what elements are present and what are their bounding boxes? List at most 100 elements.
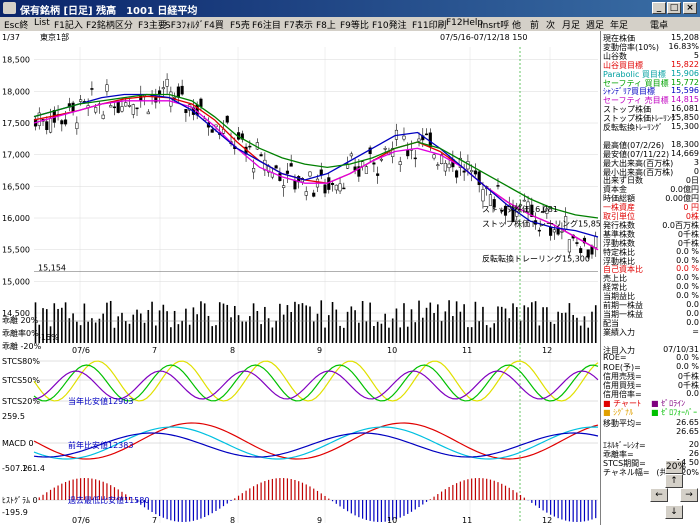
panel-row: 現在株価 15,208 <box>603 33 699 43</box>
panel-key: 当期一株益 <box>603 309 643 319</box>
candle-body <box>376 173 380 176</box>
month-label-top: 7 <box>152 346 157 355</box>
nav-arrow-3[interactable]: → <box>680 488 698 502</box>
panel-value: 0.0 <box>686 389 699 398</box>
panel-value: 0.0 <box>686 308 699 318</box>
menu-item-19[interactable]: 月足 <box>562 21 581 31</box>
candle-body <box>210 129 214 133</box>
ratio-20-label: 乖離 20% <box>2 315 39 325</box>
panel-row: 信用倍率= 0.0 <box>603 389 699 399</box>
panel-key: 特定株比 <box>603 247 635 257</box>
panel-value: 14,815 <box>671 95 699 105</box>
month-label-bottom: 12 <box>542 516 552 525</box>
menu-item-14[interactable]: F12Help <box>446 18 484 28</box>
panel-row: 山谷数 5 <box>603 51 699 61</box>
candle-body <box>330 183 335 185</box>
menu-item-20[interactable]: 週足 <box>586 21 605 31</box>
ratiom20-label: 乖離 -20% <box>2 341 42 351</box>
panel-value: 15,906 <box>671 68 699 78</box>
menu-item-13[interactable]: F11印刷 <box>412 21 447 31</box>
menu-item-10[interactable]: F8上 <box>316 21 336 31</box>
prev-year-low-label: 当年比安値12903 <box>68 396 133 406</box>
candle-body <box>349 153 353 157</box>
menu-item-21[interactable]: 年足 <box>610 21 629 31</box>
panel-key: ｼｬﾝﾃﾞﾘｱ買目標 <box>603 87 655 97</box>
info-panel: 現在株価 15,208 変動倍率(10%) 16.83% 山谷数 5 山谷買目標 15,822… <box>600 31 700 525</box>
menu-item-15[interactable]: Insrt呼 <box>480 21 510 31</box>
nav-arrow-4[interactable]: ↓ <box>665 505 683 519</box>
month-label-top: 07/6 <box>72 346 90 355</box>
maximize-button[interactable]: □ <box>667 2 681 14</box>
menu-item-2[interactable]: F1記入 <box>54 21 83 31</box>
legend-entry: ■ ｼｸﾞﾅﾙ <box>603 407 634 417</box>
panel-value: 0.0 % <box>676 255 699 265</box>
price-tick: 15,000 <box>2 277 30 286</box>
panel-value: 26.65 <box>676 417 699 427</box>
chart-area[interactable]: 1/37 東京1部 07/5/16-07/12/18 150 18,500 18,000… <box>0 31 600 525</box>
candle-body <box>458 157 462 168</box>
panel-row: 業績入力 = <box>603 327 699 337</box>
moving-average-1 <box>33 100 599 251</box>
menu-item-0[interactable]: Esc終 <box>4 21 29 31</box>
panel-key: 最安値(07/11/22) <box>603 149 670 159</box>
menu-item-4[interactable]: F3主要 <box>138 21 167 31</box>
nav-arrow-0[interactable]: 20% <box>665 460 687 474</box>
panel-value: 16,081 <box>671 104 699 114</box>
menu-item-1[interactable]: List <box>34 18 50 28</box>
candle-body <box>579 248 583 254</box>
month-label-bottom: 10 <box>387 516 397 525</box>
candle-body <box>184 109 188 113</box>
panel-key: 経常比 <box>603 283 627 293</box>
candle-body <box>131 104 135 115</box>
candle-body <box>48 117 53 133</box>
menu-item-11[interactable]: F9等比 <box>340 21 369 31</box>
menu-item-5[interactable]: SF3ﾌｫﾙﾀﾞ <box>165 21 205 31</box>
panel-row: ROE(予)= 0.0 % <box>603 362 699 372</box>
panel-value: 26.65 <box>676 426 699 436</box>
candle-body <box>312 192 316 197</box>
nav-arrow-1[interactable]: ↑ <box>665 474 683 488</box>
menu-item-17[interactable]: 前 <box>530 21 540 31</box>
panel-key: ストップ株価ﾄﾚｰﾘﾝｸﾞ <box>603 114 679 124</box>
panel-key: ストップ株価 <box>603 105 651 115</box>
panel-row: セーフティ 買目標 15,772 <box>603 78 699 88</box>
panel-key: 時価総額 <box>603 194 635 204</box>
panel-value: 0.0 % <box>676 291 699 301</box>
hist-low-label: 過去最低比安値11580 <box>68 495 149 505</box>
macd-top: 259.5 <box>2 412 25 421</box>
month-label-bottom: 9 <box>317 516 322 525</box>
candle-body <box>541 211 545 213</box>
menu-item-6[interactable]: F4買 <box>204 21 224 31</box>
month-label-bottom: 8 <box>230 516 235 525</box>
menu-item-22[interactable]: 電卓 <box>650 21 669 31</box>
candle-body <box>199 98 203 107</box>
panel-row: ROE= 0.0 % <box>603 353 699 363</box>
menu-item-18[interactable]: 次 <box>546 21 556 31</box>
candle-body <box>560 231 564 233</box>
menu-item-7[interactable]: F5売 <box>230 21 250 31</box>
close-button[interactable]: × <box>683 2 697 14</box>
stcs-yellow <box>33 360 599 402</box>
nav-arrow-2[interactable]: ← <box>650 488 668 502</box>
panel-key: 山谷買目標 <box>603 60 643 70</box>
minimize-button[interactable]: _ <box>652 2 666 14</box>
month-label-bottom: 7 <box>152 516 157 525</box>
menu-item-8[interactable]: F6注目 <box>252 21 281 31</box>
candle-body <box>470 170 474 173</box>
panel-value: 0.0 % <box>676 282 699 292</box>
hist-min: -195.9 <box>2 508 28 517</box>
menu-item-3[interactable]: F2銘柄区分 <box>86 21 133 31</box>
candle-body <box>64 119 68 125</box>
panel-key: 信用倍率= <box>603 390 642 399</box>
stop-trail-label: ストップ株価トレーリング15,850 <box>482 219 600 229</box>
panel-value: 0日 <box>685 176 699 186</box>
month-label-top: 12 <box>542 346 552 355</box>
menu-item-9[interactable]: F7表示 <box>284 21 313 31</box>
candle-body <box>473 170 477 175</box>
candle-body <box>135 107 139 110</box>
menu-item-16[interactable]: 他 <box>512 21 522 31</box>
panel-row: 最小出来高(百万株) 0 <box>603 167 699 177</box>
ratio-m15-label: -15% <box>38 333 59 342</box>
menu-item-12[interactable]: F10発注 <box>372 21 407 31</box>
stcs-level-label: STCS50% <box>2 376 40 385</box>
